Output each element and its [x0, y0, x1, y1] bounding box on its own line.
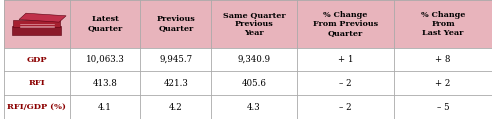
Bar [211, 71, 297, 95]
Text: 4.3: 4.3 [247, 103, 261, 112]
Bar [70, 95, 140, 119]
Bar [395, 95, 492, 119]
Bar [70, 0, 140, 48]
Text: 9,945.7: 9,945.7 [159, 55, 192, 64]
Bar [140, 71, 211, 95]
Text: – 2: – 2 [339, 103, 352, 112]
Text: Same Quarter
Previous
Year: Same Quarter Previous Year [223, 11, 285, 37]
Text: % Change
From
Last Year: % Change From Last Year [421, 11, 465, 37]
Text: 413.8: 413.8 [92, 79, 118, 88]
Text: 4.1: 4.1 [98, 103, 112, 112]
Bar [13, 20, 60, 27]
Text: – 5: – 5 [437, 103, 450, 112]
Bar [4, 0, 70, 48]
Bar [70, 71, 140, 95]
Bar [297, 48, 395, 71]
Bar [4, 71, 70, 95]
Text: 405.6: 405.6 [242, 79, 266, 88]
Text: + 8: + 8 [435, 55, 451, 64]
Text: 421.3: 421.3 [163, 79, 188, 88]
Text: 10,063.3: 10,063.3 [86, 55, 124, 64]
Text: Previous
Quarter: Previous Quarter [156, 15, 195, 32]
Polygon shape [19, 13, 66, 22]
Text: % Change
From Previous
Quarter: % Change From Previous Quarter [313, 11, 378, 37]
Bar [4, 95, 70, 119]
Text: Latest
Quarter: Latest Quarter [88, 15, 123, 32]
Text: – 2: – 2 [339, 79, 352, 88]
Bar [395, 48, 492, 71]
Bar [211, 48, 297, 71]
Text: RFI/GDP (%): RFI/GDP (%) [7, 103, 66, 111]
Bar [140, 95, 211, 119]
Text: GDP: GDP [27, 55, 47, 64]
Text: + 2: + 2 [435, 79, 451, 88]
Text: 4.2: 4.2 [169, 103, 183, 112]
Bar [297, 0, 395, 48]
Bar [297, 95, 395, 119]
Bar [211, 0, 297, 48]
Bar [395, 71, 492, 95]
Text: RFI: RFI [29, 79, 45, 87]
Bar [395, 0, 492, 48]
Text: 9,340.9: 9,340.9 [238, 55, 271, 64]
Bar [297, 71, 395, 95]
Bar [12, 26, 61, 35]
Text: + 1: + 1 [338, 55, 353, 64]
Bar [211, 95, 297, 119]
Bar [70, 48, 140, 71]
Bar [4, 48, 70, 71]
Bar [140, 48, 211, 71]
Bar [140, 0, 211, 48]
